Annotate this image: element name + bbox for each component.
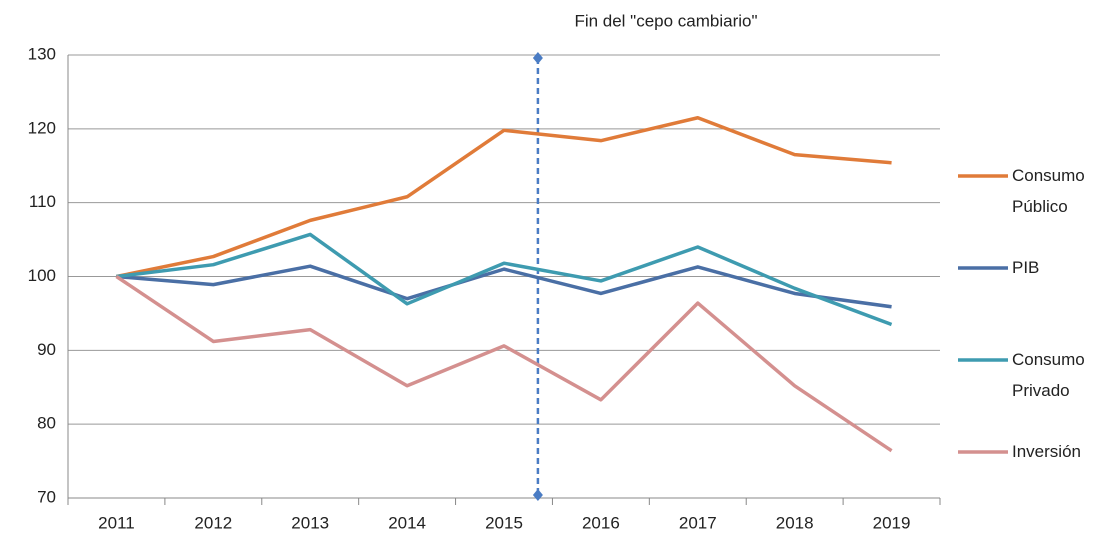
x-tick-label: 2012 xyxy=(194,513,232,532)
y-tick-label: 130 xyxy=(28,44,56,63)
legend-label: Inversión xyxy=(1012,442,1081,461)
series-line xyxy=(116,264,892,309)
y-tick-label: 110 xyxy=(29,192,56,211)
x-tick-label: 2015 xyxy=(485,513,523,532)
y-tick-label: 100 xyxy=(28,266,56,285)
series-line xyxy=(116,116,892,279)
y-tick-label: 90 xyxy=(37,340,56,359)
legend-label: Consumo Privado xyxy=(1012,350,1085,400)
annotation-text: Fin del "cepo cambiario" xyxy=(574,11,757,30)
y-tick-label: 70 xyxy=(37,487,56,506)
x-tick-label: 2016 xyxy=(582,513,620,532)
x-tick-label: 2017 xyxy=(679,513,717,532)
y-tick-label: 120 xyxy=(28,118,56,137)
x-tick-label: 2014 xyxy=(388,513,426,532)
x-tick-label: 2011 xyxy=(98,513,135,532)
legend-label: Consumo Público xyxy=(1012,166,1085,216)
annotation-end xyxy=(532,52,543,64)
legend-label: PIB xyxy=(1012,258,1040,277)
series-line xyxy=(116,232,893,327)
x-tick-label: 2013 xyxy=(291,513,329,532)
x-tick-label: 2018 xyxy=(776,513,814,532)
series-line xyxy=(115,275,893,453)
x-tick-label: 2019 xyxy=(873,513,911,532)
y-tick-label: 80 xyxy=(37,414,56,433)
annotation-end xyxy=(532,489,543,501)
